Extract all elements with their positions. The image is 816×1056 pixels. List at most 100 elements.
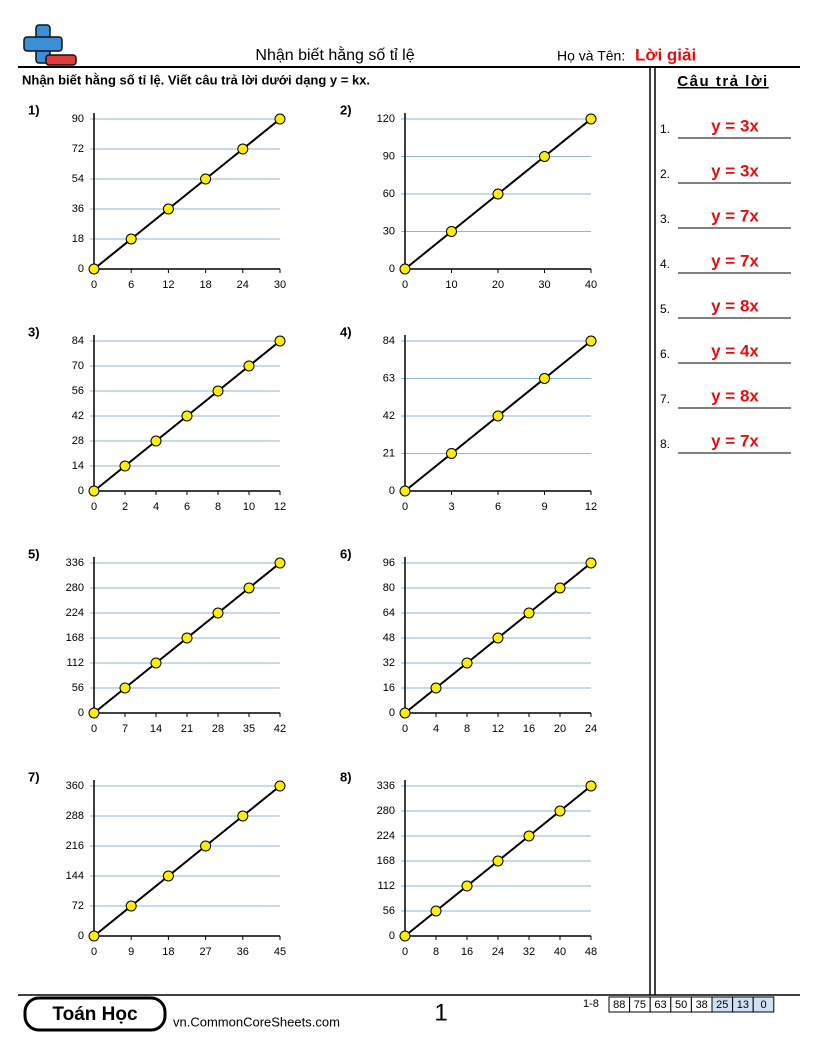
- answer-number: 6.: [660, 347, 670, 361]
- answer: y = 3x: [711, 161, 759, 180]
- problem-label: 1): [28, 102, 40, 117]
- y-tick-label: 42: [383, 410, 395, 422]
- x-tick-label: 35: [243, 723, 255, 735]
- answer: y = 4x: [711, 341, 759, 360]
- y-tick-label: 21: [383, 447, 395, 459]
- x-tick-label: 48: [585, 946, 597, 958]
- x-tick-label: 7: [122, 723, 128, 735]
- x-tick-label: 40: [585, 279, 597, 291]
- x-tick-label: 12: [585, 501, 597, 513]
- y-tick-label: 360: [66, 780, 84, 792]
- point: [523, 607, 535, 619]
- point: [399, 485, 411, 497]
- y-tick-label: 120: [377, 113, 395, 125]
- point: [492, 855, 504, 867]
- y-tick-label: 280: [66, 582, 84, 594]
- y-tick-label: 224: [66, 607, 84, 619]
- point: [237, 143, 249, 155]
- score-cell: [752, 996, 775, 1013]
- point: [399, 930, 411, 942]
- point: [200, 840, 212, 852]
- point: [150, 657, 162, 669]
- y-tick-label: 42: [72, 410, 84, 422]
- x-tick-label: 8: [215, 501, 221, 513]
- y-tick-label: 18: [72, 233, 84, 245]
- problem-label: 5): [28, 546, 40, 561]
- point: [243, 582, 255, 594]
- point: [237, 810, 249, 822]
- point: [585, 557, 597, 569]
- y-tick-label: 72: [72, 900, 84, 912]
- x-tick-label: 0: [402, 946, 408, 958]
- problem-label: 6): [340, 546, 352, 561]
- y-tick-label: 56: [383, 905, 395, 917]
- point: [585, 335, 597, 347]
- point: [461, 880, 473, 892]
- point: [88, 930, 100, 942]
- x-tick-label: 8: [433, 946, 439, 958]
- problem-label: 3): [28, 324, 40, 339]
- y-tick-label: 36: [72, 203, 84, 215]
- x-tick-label: 21: [181, 723, 193, 735]
- y-tick-label: 0: [78, 707, 84, 719]
- x-tick-label: 0: [91, 723, 97, 735]
- x-tick-label: 16: [523, 723, 535, 735]
- y-tick-label: 0: [389, 485, 395, 497]
- point: [88, 707, 100, 719]
- answer: y = 3x: [711, 116, 759, 135]
- problem-label: 8): [340, 769, 352, 784]
- y-tick-label: 90: [383, 150, 395, 162]
- brand-box: [23, 996, 167, 1032]
- point: [554, 805, 566, 817]
- y-tick-label: 0: [389, 930, 395, 942]
- point: [125, 900, 137, 912]
- point: [585, 780, 597, 792]
- x-tick-label: 24: [585, 723, 597, 735]
- x-tick-label: 10: [445, 279, 457, 291]
- point: [492, 632, 504, 644]
- point: [446, 448, 457, 459]
- y-tick-label: 84: [72, 335, 84, 347]
- score: 0: [760, 999, 766, 1011]
- x-tick-label: 30: [538, 279, 550, 291]
- x-tick-label: 24: [492, 946, 504, 958]
- x-tick-label: 24: [237, 279, 249, 291]
- x-tick-label: 45: [274, 946, 286, 958]
- line: [93, 118, 281, 270]
- x-tick-label: 6: [495, 501, 501, 513]
- point: [119, 682, 131, 694]
- score: 88: [613, 999, 625, 1011]
- answer-number: 7.: [660, 392, 670, 406]
- x-tick-label: 30: [274, 279, 286, 291]
- point: [274, 557, 286, 569]
- y-tick-label: 32: [383, 657, 395, 669]
- score: 63: [654, 999, 666, 1011]
- point: [212, 385, 224, 397]
- x-tick-label: 4: [153, 501, 159, 513]
- x-tick-label: 8: [464, 723, 470, 735]
- y-tick-label: 72: [72, 143, 84, 155]
- answer-number: 8.: [660, 437, 670, 451]
- point: [492, 410, 504, 422]
- y-tick-label: 288: [66, 810, 84, 822]
- point: [399, 707, 411, 719]
- point: [430, 905, 442, 917]
- x-tick-label: 6: [184, 501, 190, 513]
- x-tick-label: 16: [461, 946, 473, 958]
- answer: y = 7x: [711, 251, 759, 270]
- x-tick-label: 0: [402, 279, 408, 291]
- y-tick-label: 84: [383, 335, 395, 347]
- y-tick-label: 56: [72, 385, 84, 397]
- problem-label: 7): [28, 769, 40, 784]
- x-tick-label: 20: [554, 723, 566, 735]
- x-tick-label: 27: [199, 946, 211, 958]
- point: [119, 460, 131, 472]
- x-tick-label: 12: [492, 723, 504, 735]
- y-tick-label: 0: [78, 263, 84, 275]
- y-tick-label: 336: [66, 557, 84, 569]
- y-tick-label: 16: [383, 682, 395, 694]
- x-tick-label: 20: [492, 279, 504, 291]
- point: [554, 582, 566, 594]
- point: [150, 435, 162, 447]
